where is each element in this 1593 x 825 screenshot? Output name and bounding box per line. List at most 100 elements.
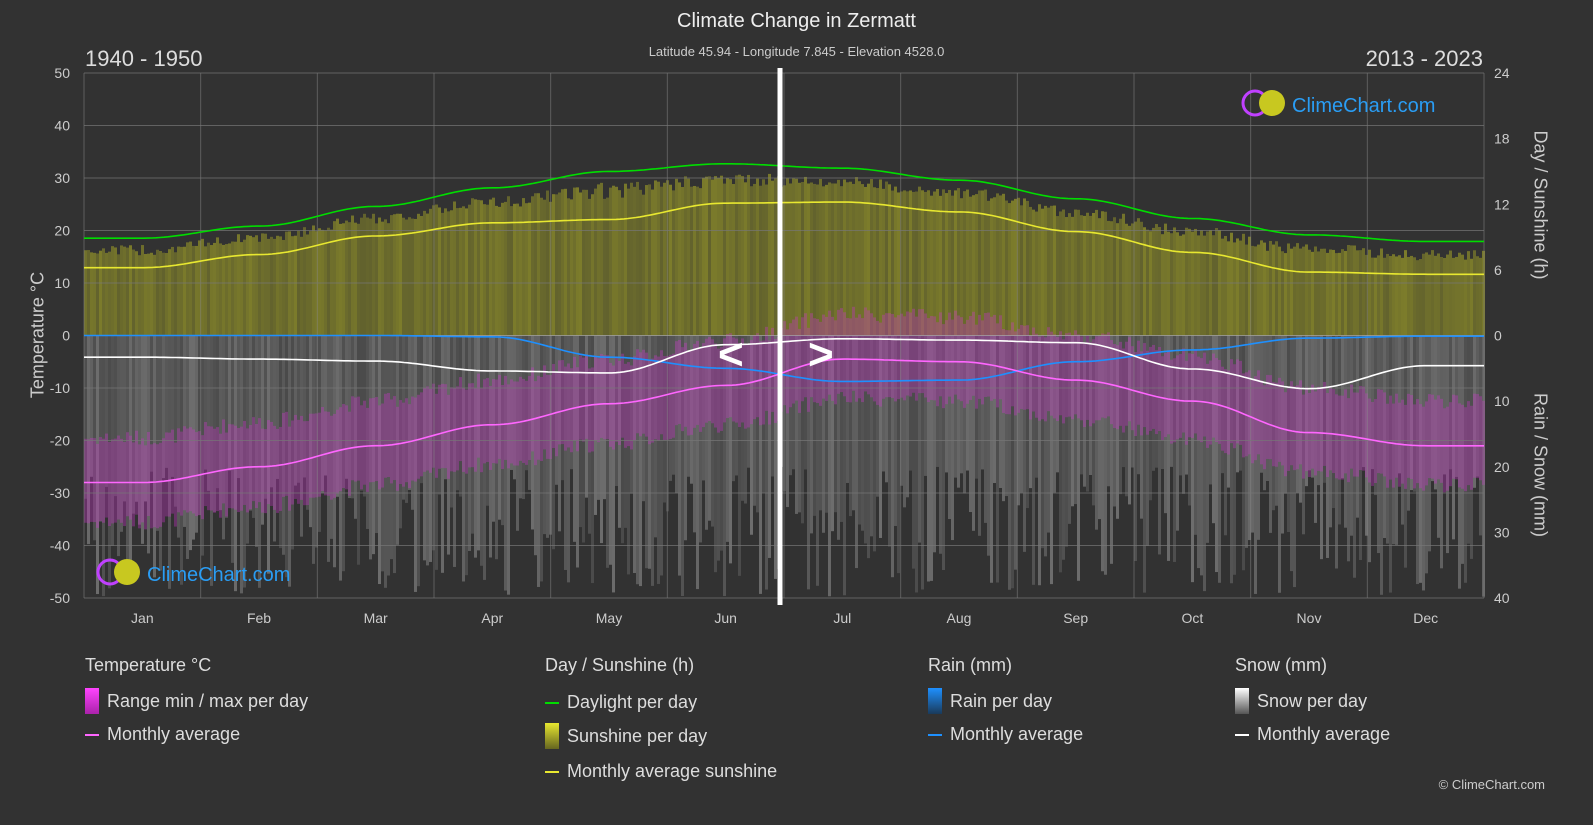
temperature-range-bar — [1263, 385, 1266, 470]
sunshine-day-bar — [1377, 255, 1380, 336]
temperature-range-bar — [717, 348, 720, 433]
snow-day-bar — [1029, 335, 1032, 489]
sunshine-day-bar — [1284, 253, 1287, 336]
sunshine-day-bar — [1314, 246, 1317, 336]
sunshine-day-bar — [447, 211, 450, 336]
sunshine-day-bar — [126, 247, 129, 336]
snow-day-bar — [1206, 335, 1209, 543]
snow-day-bar — [1026, 335, 1029, 509]
logo-bottom[interactable]: ClimeChart.com — [95, 557, 290, 593]
temperature-range-bar — [459, 377, 462, 462]
sunshine-day-bar — [1443, 257, 1446, 336]
sunshine-day-bar — [132, 249, 135, 336]
snow-day-bar — [1152, 335, 1155, 471]
sunshine-day-bar — [273, 238, 276, 336]
temperature-range-bar — [795, 316, 798, 401]
temperature-range-bar — [639, 352, 642, 437]
sunshine-day-bar — [1413, 257, 1416, 336]
snow-day-bar — [852, 335, 855, 511]
sunshine-day-bar — [255, 235, 258, 336]
snow-day-bar — [237, 335, 240, 479]
snow-day-bar — [582, 335, 585, 543]
sunshine-day-bar — [789, 183, 792, 336]
temperature-range-bar — [213, 428, 216, 513]
sunshine-day-bar — [462, 206, 465, 336]
next-period-button[interactable]: > — [808, 330, 834, 379]
sunshine-day-bar — [120, 245, 123, 336]
temperature-range-bar — [333, 413, 336, 498]
right-tick-label-precip: 40 — [1494, 590, 1510, 606]
logo-top[interactable]: ClimeChart.com — [1240, 88, 1435, 124]
sunshine-day-bar — [1212, 235, 1215, 336]
sunshine-day-bar — [837, 179, 840, 336]
sunshine-day-bar — [819, 178, 822, 336]
temperature-range-bar — [378, 405, 381, 490]
sunshine-day-bar — [813, 183, 816, 336]
snow-day-bar — [138, 335, 141, 525]
temperature-range-bar — [1281, 381, 1284, 466]
snow-day-bar — [900, 335, 903, 486]
sunshine-day-bar — [618, 190, 621, 336]
snow-day-bar — [504, 335, 507, 591]
prev-period-button[interactable]: < — [718, 330, 744, 379]
sunshine-day-bar — [555, 194, 558, 336]
sunshine-day-bar — [489, 199, 492, 336]
snow-day-bar — [936, 335, 939, 467]
snow-day-bar — [105, 335, 108, 487]
temperature-range-bar — [225, 432, 228, 517]
temperature-range-bar — [207, 426, 210, 511]
snow-day-bar — [1287, 335, 1290, 533]
sunshine-day-bar — [1077, 209, 1080, 336]
temperature-range-bar — [1146, 350, 1149, 435]
legend-label: Monthly average — [107, 724, 241, 744]
temperature-range-bar — [147, 431, 150, 516]
temperature-range-bar — [1353, 392, 1356, 477]
sunshine-day-bar — [954, 190, 957, 336]
snow-day-bar — [885, 335, 888, 483]
sunshine-day-bar — [1173, 227, 1176, 336]
temperature-range-bar — [1134, 352, 1137, 437]
temperature-range-bar — [348, 411, 351, 496]
snow-day-bar — [762, 335, 765, 494]
snow-day-bar — [639, 335, 642, 587]
snow-day-bar — [1236, 335, 1239, 473]
temperature-range-bar — [315, 413, 318, 498]
temperature-range-bar — [804, 313, 807, 398]
temperature-range-bar — [447, 394, 450, 479]
sunshine-day-bar — [282, 239, 285, 336]
sunshine-day-bar — [354, 222, 357, 336]
temperature-range-bar — [1446, 406, 1449, 491]
temperature-range-bar — [426, 386, 429, 471]
snow-day-bar — [132, 335, 135, 514]
snow-day-bar — [1449, 335, 1452, 470]
sunshine-day-bar — [975, 194, 978, 336]
sunshine-day-bar — [294, 235, 297, 336]
sunshine-day-bar — [1191, 231, 1194, 336]
temperature-range-bar — [363, 400, 366, 485]
snow-day-bar — [234, 335, 237, 592]
sunshine-day-bar — [261, 233, 264, 336]
temperature-range-bar — [693, 343, 696, 428]
sunshine-day-bar — [567, 198, 570, 336]
snow-day-bar — [1272, 335, 1275, 511]
right-period: 2013 - 2023 — [1365, 46, 1483, 71]
snow-day-bar — [222, 335, 225, 540]
snow-day-bar — [939, 335, 942, 554]
left-tick-label: -20 — [50, 433, 70, 449]
temperature-range-bar — [633, 356, 636, 441]
snow-day-bar — [435, 335, 438, 570]
temperature-range-bar — [807, 327, 810, 412]
snow-day-bar — [753, 335, 756, 506]
temperature-range-bar — [174, 442, 177, 527]
sunshine-day-bar — [723, 183, 726, 336]
sunshine-day-bar — [159, 250, 162, 336]
snow-day-bar — [348, 335, 351, 499]
sunshine-day-bar — [411, 218, 414, 336]
temperature-range-bar — [243, 420, 246, 505]
temperature-range-bar — [990, 316, 993, 401]
sunshine-day-bar — [420, 215, 423, 336]
sunshine-day-bar — [924, 191, 927, 336]
snow-day-bar — [1398, 335, 1401, 474]
snow-day-bar — [558, 335, 561, 532]
sunshine-day-bar — [1170, 233, 1173, 336]
